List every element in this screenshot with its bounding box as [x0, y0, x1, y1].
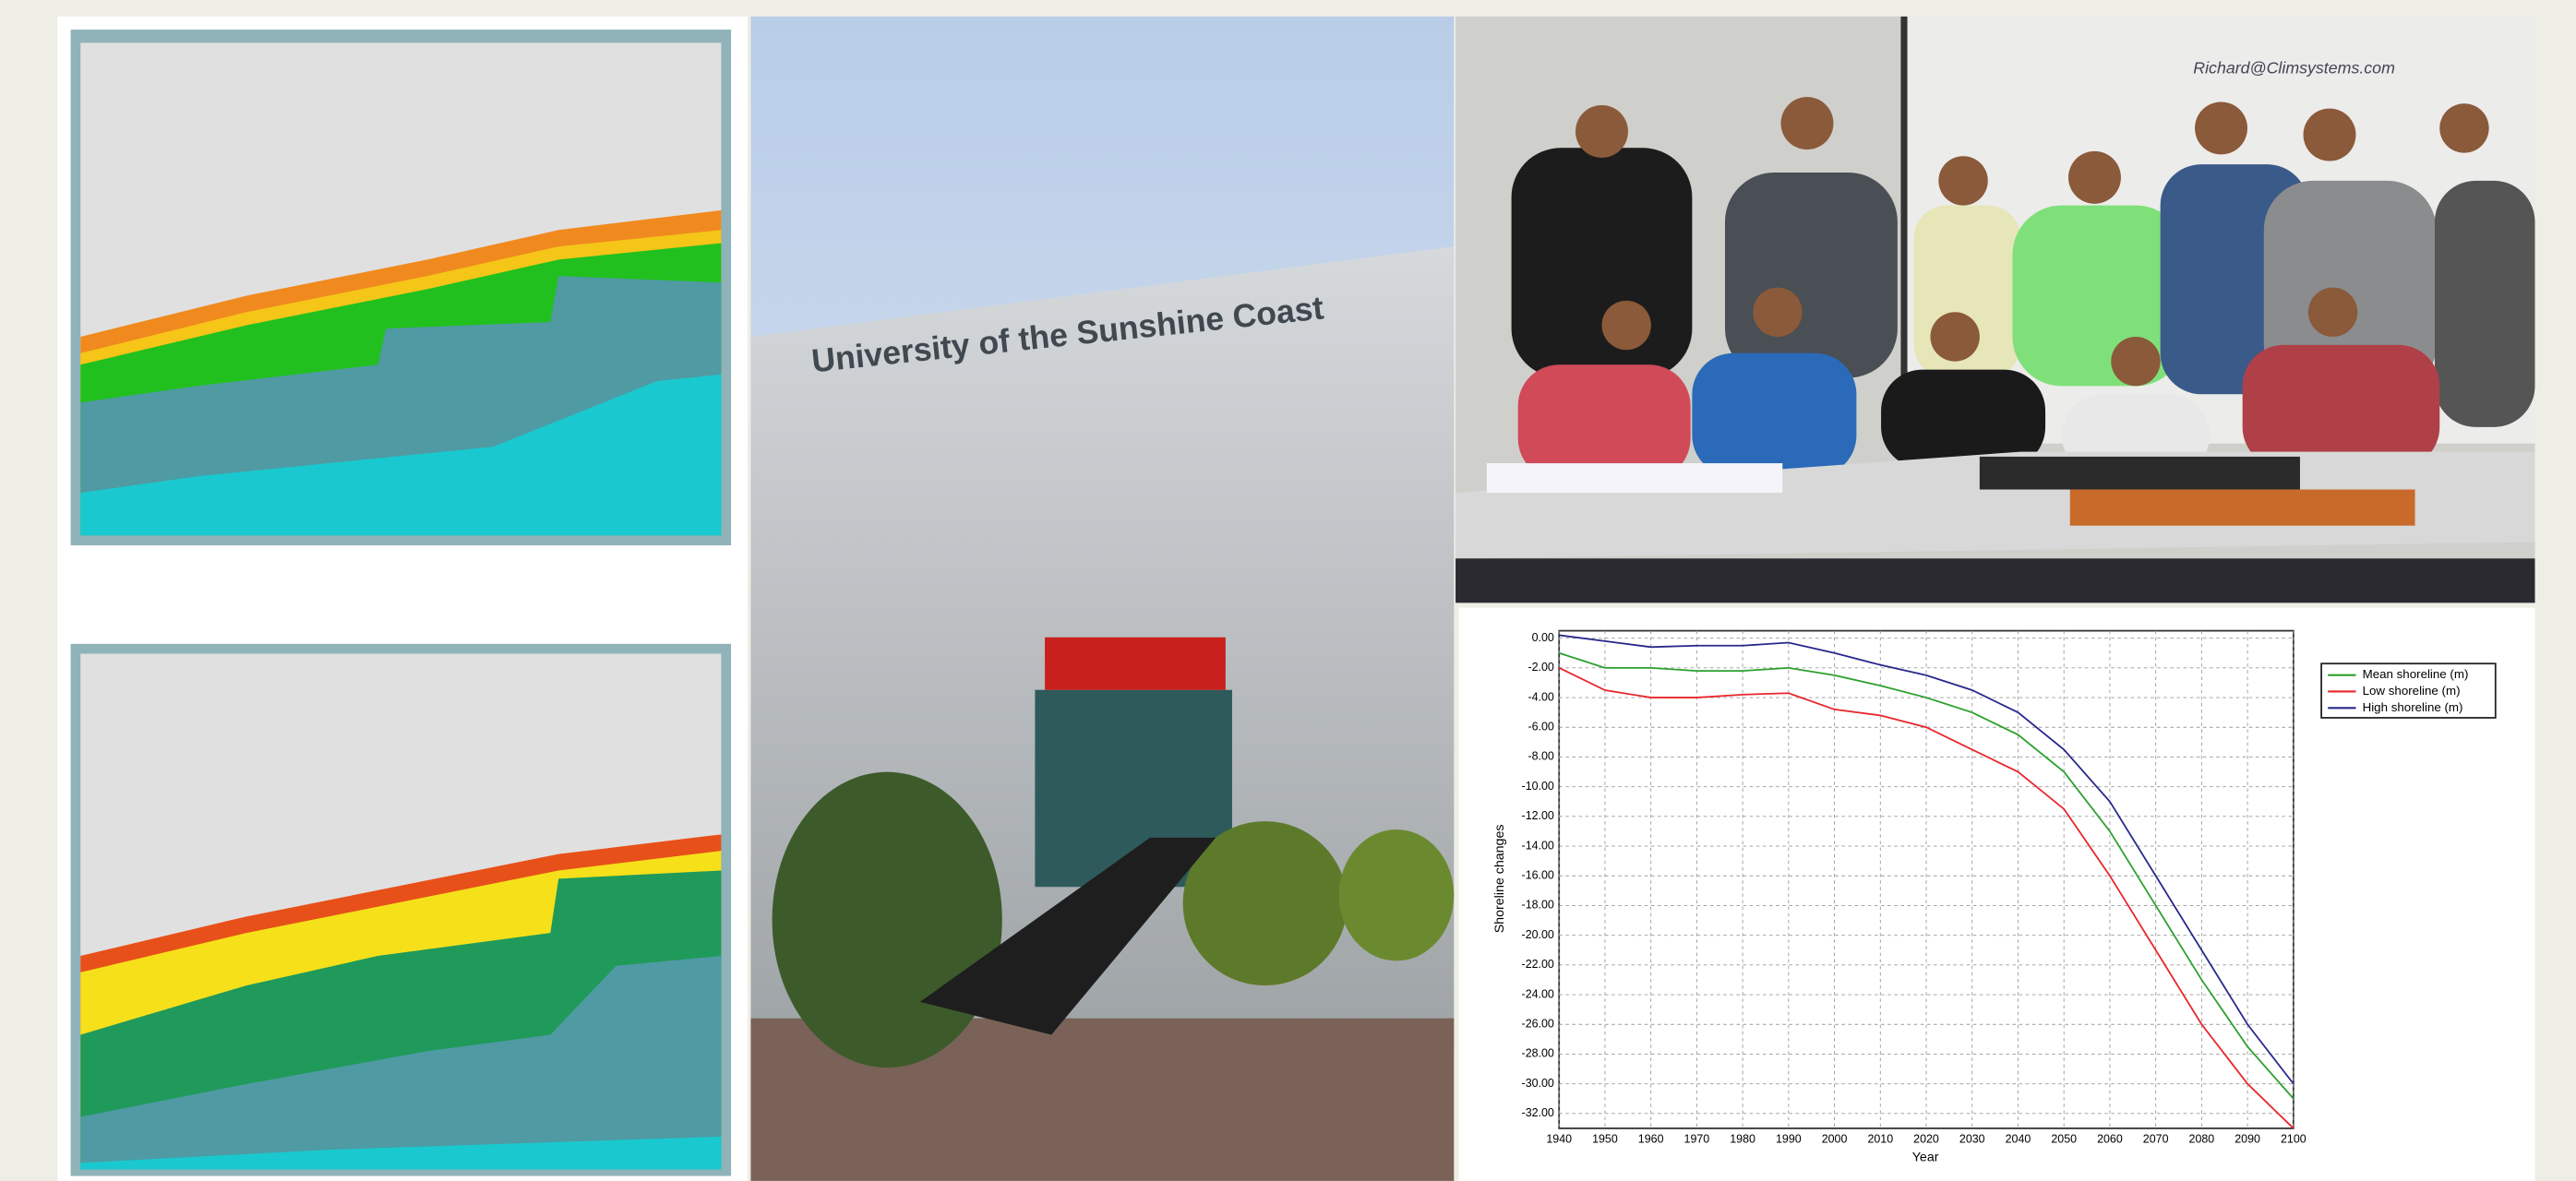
- y-tick-label: -28.00: [1522, 1047, 1554, 1060]
- photo-group: Richard@Climsystems.com: [1456, 17, 2534, 602]
- x-tick-label: 2090: [2235, 1133, 2260, 1146]
- page: University of the Sunshine Coast Richard…: [0, 0, 2576, 1181]
- y-tick-label: -10.00: [1522, 780, 1554, 793]
- x-tick-label: 2050: [2051, 1133, 2077, 1146]
- y-tick-label: -24.00: [1522, 987, 1554, 1000]
- x-tick-label: 2000: [1822, 1133, 1848, 1146]
- y-tick-label: -2.00: [1528, 661, 1553, 674]
- x-axis-label: Year: [1912, 1151, 1939, 1165]
- x-tick-label: 2070: [2143, 1133, 2169, 1146]
- y-tick-label: -26.00: [1522, 1018, 1554, 1031]
- x-tick-label: 1950: [1592, 1133, 1618, 1146]
- y-tick-label: 0.00: [1532, 631, 1554, 644]
- x-tick-label: 2040: [2006, 1133, 2031, 1146]
- y-tick-label: -12.00: [1522, 809, 1554, 822]
- x-tick-label: 2060: [2097, 1133, 2123, 1146]
- y-tick-label: -8.00: [1528, 750, 1553, 763]
- legend-label: Mean shoreline (m): [2363, 667, 2469, 681]
- y-tick-label: -4.00: [1528, 690, 1553, 703]
- x-tick-label: 1970: [1684, 1133, 1710, 1146]
- legend-label: High shoreline (m): [2363, 700, 2463, 714]
- y-tick-label: -20.00: [1522, 928, 1554, 941]
- y-tick-label: -30.00: [1522, 1077, 1554, 1090]
- x-tick-label: 1990: [1776, 1133, 1802, 1146]
- x-tick-label: 2030: [1959, 1133, 1985, 1146]
- y-tick-label: -32.00: [1522, 1106, 1554, 1119]
- y-tick-label: -22.00: [1522, 958, 1554, 971]
- y-tick-label: -14.00: [1522, 839, 1554, 852]
- photo-campus: University of the Sunshine Coast: [750, 17, 1454, 1181]
- x-tick-label: 2080: [2189, 1133, 2215, 1146]
- slide: University of the Sunshine Coast Richard…: [0, 0, 2576, 1181]
- x-tick-label: 1960: [1638, 1133, 1664, 1146]
- y-tick-label: -16.00: [1522, 869, 1554, 882]
- x-tick-label: 2020: [1913, 1133, 1939, 1146]
- legend-label: Low shoreline (m): [2363, 684, 2461, 698]
- map-bottom: [71, 644, 732, 1176]
- x-tick-label: 1980: [1730, 1133, 1755, 1146]
- x-tick-label: 2010: [1867, 1133, 1893, 1146]
- map-top: [71, 30, 732, 545]
- y-axis-label: Shoreline changes: [1492, 824, 1507, 933]
- whiteboard-text: Richard@Climsystems.com: [2193, 59, 2395, 78]
- x-tick-label: 1940: [1546, 1133, 1572, 1146]
- y-tick-label: -6.00: [1528, 721, 1553, 734]
- x-tick-label: 2100: [2281, 1133, 2306, 1146]
- y-tick-label: -18.00: [1522, 899, 1554, 912]
